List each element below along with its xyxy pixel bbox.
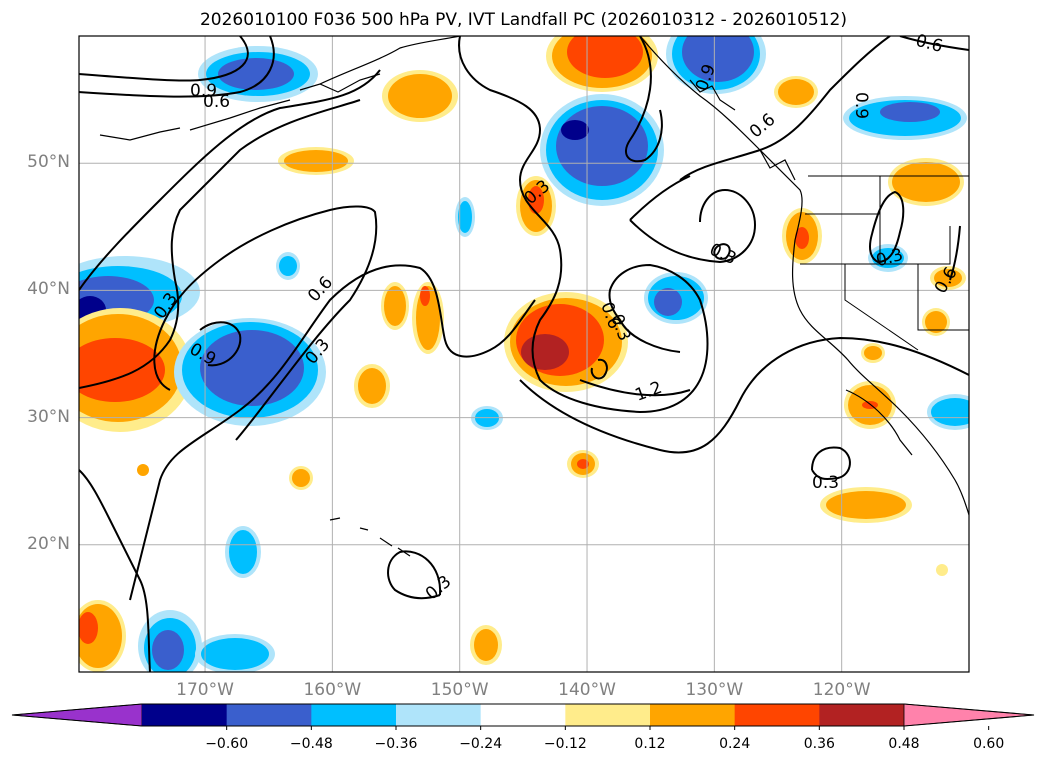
pv-contours: [79, 36, 969, 672]
colorbar-tick-label: 0.12: [634, 736, 666, 752]
longitude-label: 130°W: [685, 680, 744, 700]
longitude-label: 150°W: [430, 680, 489, 700]
latitude-label: 40°N: [27, 279, 70, 300]
colorbar-tick-label: −0.12: [543, 736, 587, 752]
colorbar-tick-label: 0.48: [888, 736, 920, 752]
colorbar-outline: [11, 703, 1035, 727]
contour-label: 0.3: [706, 240, 739, 270]
contour-label: 0.9: [190, 81, 217, 101]
contour-label: 0.3: [422, 572, 456, 605]
map-frame: [78, 35, 970, 673]
latitude-label: 20°N: [27, 533, 70, 554]
longitude-label: 160°W: [303, 680, 362, 700]
colorbar-tick-label: −0.60: [205, 736, 249, 752]
colorbar-segment: [480, 704, 566, 726]
colorbar-tick-label: −0.24: [459, 736, 503, 752]
colorbar-segment: [565, 704, 651, 726]
contour-label: 0.6: [913, 31, 944, 57]
contour-label: 0.6: [746, 110, 780, 143]
longitude-label: 140°W: [558, 680, 616, 700]
state-borders: [800, 175, 969, 351]
colorbar-tick-label: 0.36: [803, 736, 835, 752]
colorbar-min-arrow: [11, 703, 143, 727]
contour-label: 0.6: [203, 92, 230, 112]
colorbar-tick-label: −0.48: [289, 736, 333, 752]
colorbar-segment: [396, 704, 482, 726]
colorbar-tick-label: −0.36: [374, 736, 418, 752]
pc-shading: [79, 36, 969, 672]
colorbar-segment: [142, 704, 228, 726]
colorbar-segment: [650, 704, 736, 726]
contour-label: 0.3: [812, 473, 839, 493]
longitude-label: 170°W: [176, 680, 234, 700]
contour-label: 1.2: [633, 378, 665, 406]
map-title: 2026010100 F036 500 hPa PV, IVT Landfall…: [199, 10, 847, 30]
colorbar-tick-label: 0.60: [973, 736, 1005, 752]
colorbar-segment: [311, 704, 397, 726]
longitude-label: 120°W: [812, 680, 871, 700]
colorbar-segment: [819, 704, 905, 726]
coastlines: [99, 36, 969, 557]
colorbar: [11, 703, 1035, 730]
latitude-label: 30°N: [27, 406, 70, 427]
colorbar-tick-label: 0.24: [719, 736, 751, 752]
graticule: [79, 36, 969, 672]
colorbar-segment: [226, 704, 312, 726]
contour-label: 0.9: [851, 92, 871, 119]
colorbar-segment: [734, 704, 820, 726]
latitude-label: 50°N: [27, 152, 70, 173]
colorbar-max-arrow: [903, 703, 1035, 727]
